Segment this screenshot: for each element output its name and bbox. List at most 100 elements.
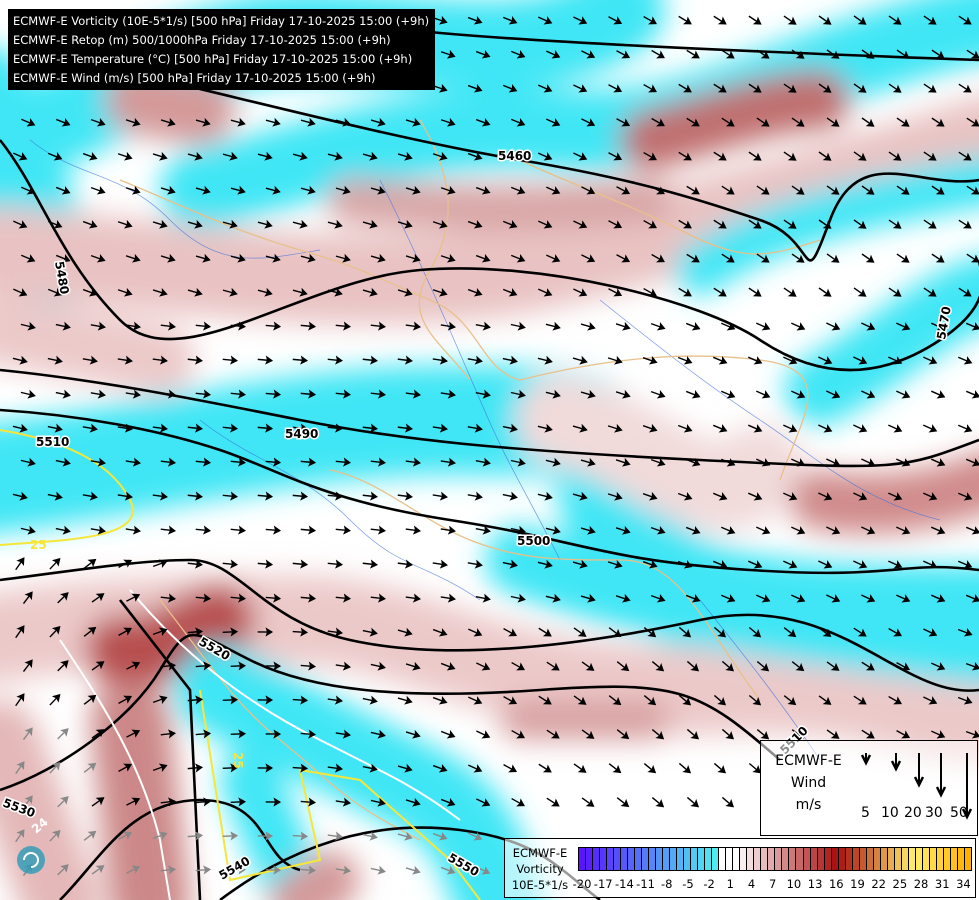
wind-arrow — [642, 423, 658, 433]
wind-arrow — [502, 152, 518, 161]
wind-arrow — [510, 50, 526, 59]
wind-arrow — [957, 492, 973, 501]
wind-arrow — [257, 355, 274, 365]
wind-arrow — [432, 83, 448, 93]
wind-arrow — [362, 627, 378, 637]
wind-arrow — [608, 16, 623, 25]
wind-arrow — [748, 83, 762, 93]
wind-arrow — [896, 594, 911, 603]
wind-arrow — [616, 254, 631, 263]
color-cell — [880, 848, 888, 870]
wind-arrow — [468, 832, 483, 841]
wind-arrow — [888, 287, 902, 297]
wind-arrow — [510, 254, 526, 263]
wind-arrow — [923, 83, 937, 93]
wind-arrow — [510, 186, 526, 195]
wind-arrow — [931, 390, 946, 399]
title-vorticity: ECMWF-E Vorticity (10E-5*1/s) [500 hPa] … — [13, 14, 430, 28]
wind-arrow — [476, 798, 491, 807]
wind-arrow — [257, 491, 274, 501]
wind-arrow — [861, 390, 876, 399]
wind-arrow — [397, 219, 413, 229]
wind-arrow — [721, 796, 735, 808]
wind-arrow — [222, 219, 238, 229]
wind-arrow — [405, 661, 421, 671]
wind-arrow — [265, 865, 282, 875]
contour-label: 5460 — [498, 149, 531, 163]
wind-arrow — [475, 253, 491, 263]
wind-arrow — [160, 525, 177, 535]
wind-arrow — [853, 424, 868, 433]
wind-arrow — [510, 389, 526, 399]
wind-arrow — [160, 185, 176, 195]
wind-arrow — [187, 219, 203, 229]
wind-arrow — [896, 458, 911, 467]
wind-arrow — [335, 253, 351, 263]
wind-arrow — [12, 491, 28, 501]
color-cell — [817, 848, 825, 870]
wind-arrow — [642, 355, 658, 365]
wind-arrow — [370, 525, 387, 535]
wind-arrow — [125, 525, 141, 535]
wind-arrow — [888, 219, 902, 229]
wind-arrow — [13, 220, 28, 229]
wind-arrow — [958, 151, 972, 161]
wind-arrow — [643, 763, 657, 774]
wind-arrow — [826, 526, 841, 535]
wind-arrow — [370, 797, 386, 807]
color-cell — [852, 848, 860, 870]
wind-arrow — [853, 695, 867, 705]
wind-arrow — [83, 830, 97, 841]
wind-arrow — [713, 762, 727, 774]
wind-arrow — [475, 457, 491, 467]
wind-arrow — [440, 798, 456, 807]
wind-arrow — [475, 525, 491, 535]
wind-arrow — [721, 49, 735, 59]
wind-legend-subtitle: Wind — [790, 775, 827, 791]
wind-arrow — [126, 661, 141, 670]
wind-arrow — [756, 390, 771, 399]
wind-arrow — [257, 831, 274, 841]
wind-arrow — [748, 287, 762, 297]
wind-arrow — [257, 151, 273, 161]
wind-arrow — [537, 559, 553, 569]
wind-arrow — [783, 424, 798, 433]
wind-arrow — [931, 594, 946, 603]
color-cell — [950, 848, 958, 870]
wind-arrow — [826, 661, 840, 671]
wind-arrow — [265, 253, 281, 263]
wind-arrow — [888, 83, 902, 93]
scale-tick-label: 16 — [828, 877, 844, 891]
wind-arrow — [467, 559, 483, 569]
wind-arrow — [265, 525, 282, 535]
wind-arrow — [748, 626, 762, 638]
wind-arrow — [748, 560, 763, 569]
wind-arrow — [818, 15, 832, 25]
wind-arrow — [327, 763, 343, 773]
wind-arrow — [230, 389, 247, 399]
wind-arrow — [160, 593, 177, 603]
wind-arrow — [118, 831, 133, 840]
wind-arrow — [327, 151, 343, 161]
wind-arrow — [748, 15, 762, 25]
wind-arrow — [292, 491, 309, 501]
wind-arrow — [125, 457, 141, 467]
wind-arrow — [152, 491, 168, 501]
wind-arrow — [888, 424, 903, 433]
wind-arrow — [90, 525, 106, 535]
wind-arrow — [572, 559, 588, 569]
wind-arrow — [888, 492, 903, 501]
wind-arrow — [397, 151, 413, 161]
wind-arrow — [896, 390, 911, 399]
wind-arrow — [616, 661, 630, 672]
wind-arrow — [475, 117, 491, 127]
wind-arrow — [931, 253, 945, 263]
wind-arrow — [292, 559, 309, 569]
wind-arrow — [538, 695, 552, 705]
wind-arrow — [118, 763, 133, 772]
wind-arrow — [90, 321, 106, 331]
wind-arrow — [958, 15, 972, 25]
wind-arrow — [685, 322, 701, 331]
color-cell — [649, 848, 657, 870]
wind-arrow — [90, 117, 106, 127]
